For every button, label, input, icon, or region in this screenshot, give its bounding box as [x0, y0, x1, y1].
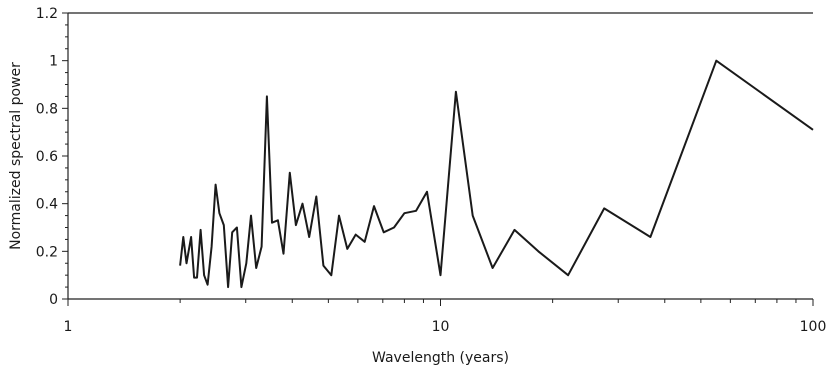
x-axis-ticks: 1 10 100 — [64, 299, 827, 335]
y-tick-label: 1.2 — [36, 6, 58, 22]
y-tick-label: 0.6 — [36, 149, 58, 165]
x-tick-label: 10 — [432, 319, 450, 335]
y-tick-label: 0.4 — [36, 197, 58, 213]
y-tick-label: 0.2 — [36, 244, 58, 260]
series-layer — [179, 59, 814, 289]
y-axis-ticks: 0 0.2 0.4 0.6 0.8 1 1.2 — [36, 6, 68, 308]
axes — [67, 12, 813, 300]
y-axis-title: Normalized spectral power — [8, 62, 24, 250]
x-tick-label: 100 — [800, 319, 827, 335]
x-tick-label: 1 — [64, 319, 73, 335]
y-tick-label: 0 — [49, 292, 58, 308]
y-tick-label: 0.8 — [36, 101, 58, 117]
y-tick-label: 1 — [49, 54, 58, 70]
x-axis-title: Wavelength (years) — [372, 350, 509, 366]
spectral-power-line — [179, 59, 814, 289]
